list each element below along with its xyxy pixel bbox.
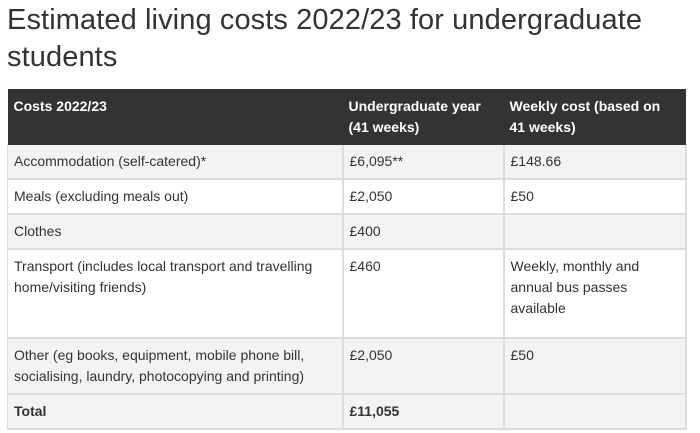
cost-item-cell: Accommodation (self-catered)* — [7, 145, 344, 180]
table-body: Accommodation (self-catered)* £6,095** £… — [7, 145, 687, 430]
table-row: Accommodation (self-catered)* £6,095** £… — [7, 145, 687, 180]
year-cost-cell: £460 — [342, 249, 505, 339]
table-row: Transport (includes local transport and … — [7, 249, 687, 339]
year-cost-cell: £400 — [342, 214, 505, 250]
table-row: Clothes £400 — [7, 214, 687, 250]
year-cost-cell: £2,050 — [342, 338, 505, 395]
cost-item-cell: Other (eg books, equipment, mobile phone… — [7, 338, 344, 395]
header-undergraduate-year: Undergraduate year (41 weeks) — [342, 89, 504, 145]
year-cost-cell: £2,050 — [342, 179, 505, 215]
table-row: Meals (excluding meals out) £2,050 £50 — [7, 179, 687, 215]
cost-item-cell: Transport (includes local transport and … — [7, 249, 344, 339]
total-year-cost-cell: £11,055 — [342, 394, 505, 430]
header-costs: Costs 2022/23 — [7, 89, 343, 145]
weekly-cost-cell: £50 — [503, 338, 687, 395]
weekly-cost-cell: £50 — [503, 179, 687, 215]
table-row: Other (eg books, equipment, mobile phone… — [7, 338, 687, 395]
weekly-cost-cell — [503, 214, 687, 250]
header-row: Costs 2022/23 Undergraduate year (41 wee… — [7, 89, 686, 145]
living-costs-table: Costs 2022/23 Undergraduate year (41 wee… — [7, 89, 687, 430]
header-weekly-cost: Weekly cost (based on 41 weeks) — [503, 89, 686, 145]
total-label-cell: Total — [7, 394, 344, 430]
year-cost-cell: £6,095** — [342, 145, 505, 180]
total-row: Total £11,055 — [7, 394, 687, 430]
page-title: Estimated living costs 2022/23 for under… — [7, 4, 643, 73]
table-header: Costs 2022/23 Undergraduate year (41 wee… — [7, 89, 686, 145]
cost-item-cell: Meals (excluding meals out) — [7, 179, 344, 215]
weekly-cost-cell: Weekly, monthly and annual bus passes av… — [503, 249, 687, 339]
cost-item-cell: Clothes — [7, 214, 344, 250]
weekly-cost-cell: £148.66 — [503, 145, 687, 180]
total-weekly-cost-cell — [503, 394, 687, 430]
